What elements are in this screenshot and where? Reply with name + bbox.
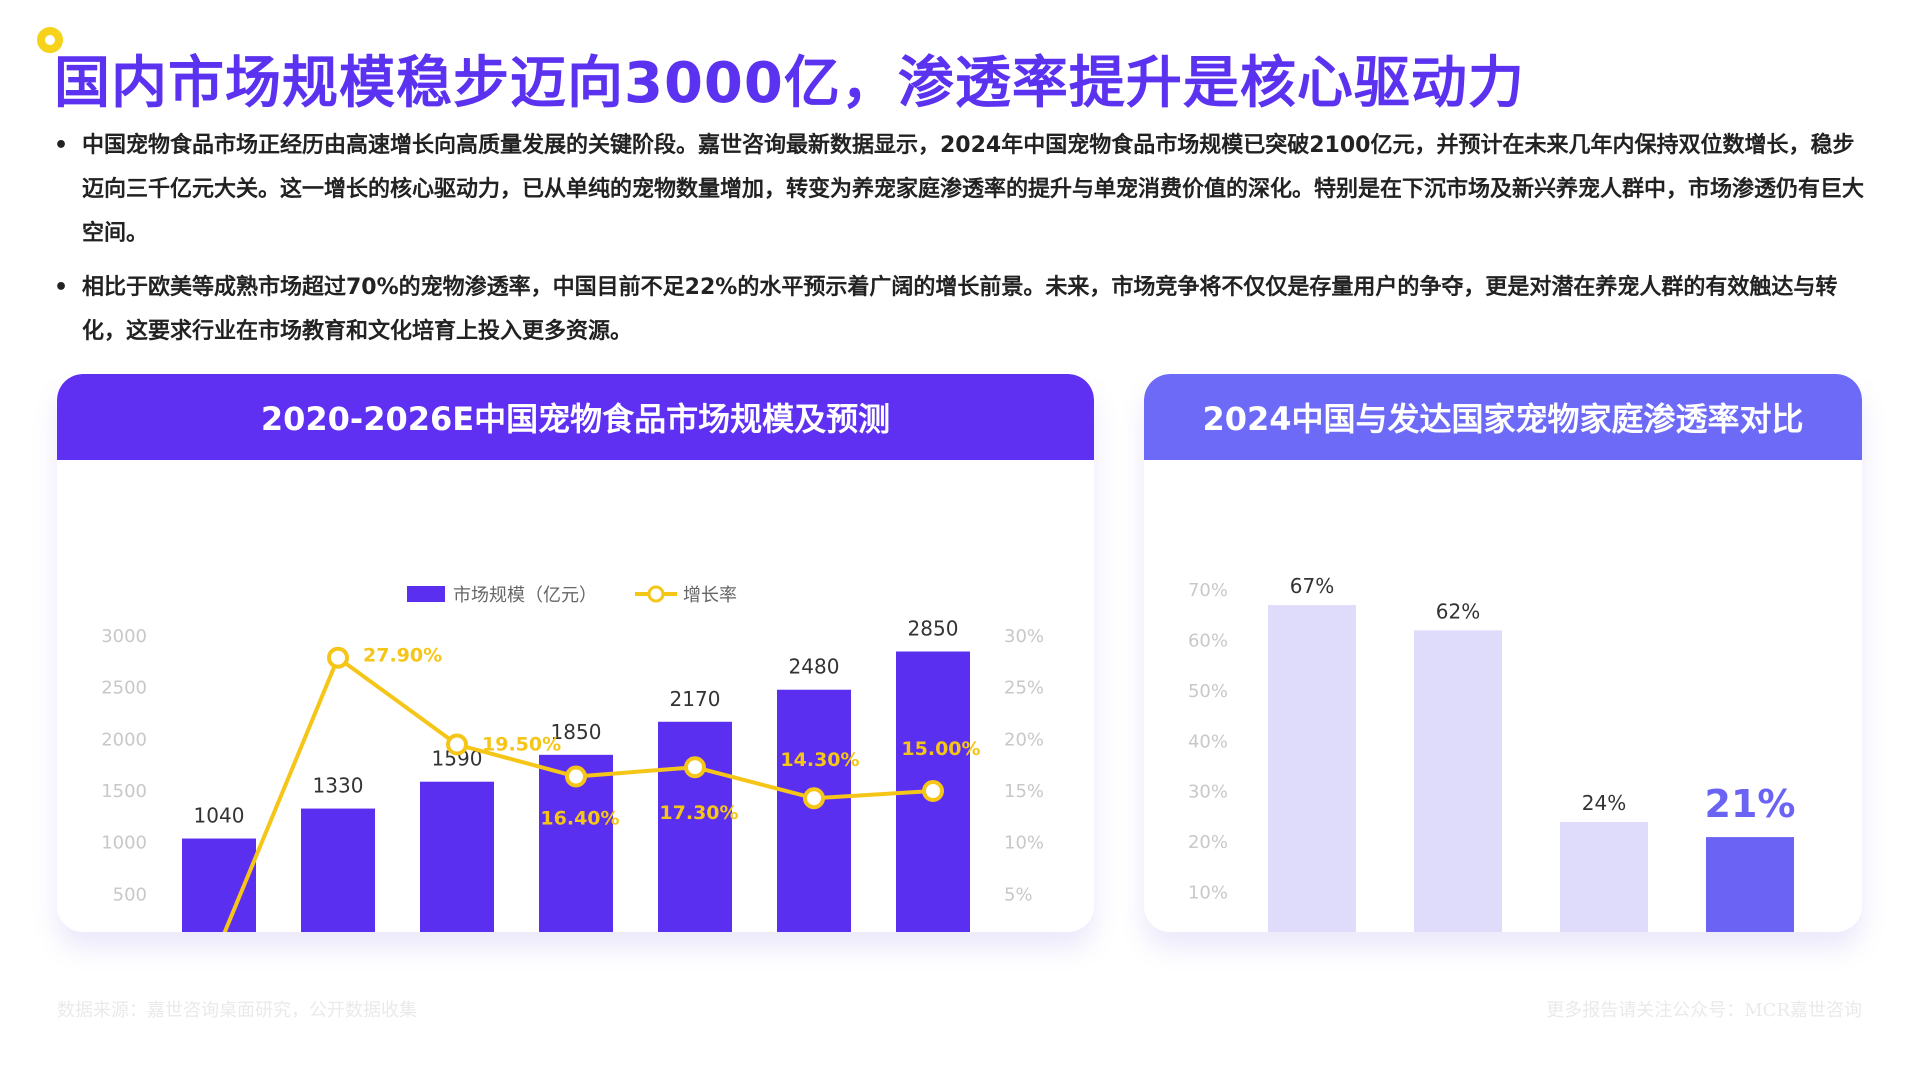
growth-rate-point (446, 733, 468, 756)
bar-value-label: 2170 (670, 687, 721, 711)
bar-market-size (301, 808, 375, 932)
left-axis-tick-label: 2500 (101, 678, 147, 699)
penetration-chart-title: 2024中国与发达国家宠物家庭渗透率对比 (1144, 374, 1862, 460)
bullet-symbol: • (54, 275, 69, 300)
growth-rate-point (565, 765, 587, 788)
penetration-bar (1268, 605, 1356, 932)
bar-value-label: 1330 (313, 774, 364, 798)
bar-market-size (420, 781, 494, 932)
penetration-bar (1414, 630, 1502, 932)
market-size-chart-card: 2020-2026E中国宠物食品市场规模及预测 0500100015002000… (57, 374, 1094, 932)
bullet-symbol: • (54, 133, 69, 158)
growth-rate-point (684, 756, 706, 779)
growth-rate-point (803, 787, 825, 810)
source-note: 数据来源：嘉世咨询桌面研究，公开数据收集 (57, 1000, 417, 1021)
legend-bar-label: 市场规模（亿元） (453, 585, 597, 606)
penetration-value-label: 21% (1705, 782, 1796, 826)
legend-line-label: 增长率 (683, 585, 737, 606)
penetration-bar (1706, 837, 1794, 932)
growth-rate-label: 15.00% (901, 738, 980, 760)
left-axis-tick-label: 3000 (101, 626, 147, 647)
footer-credit: 更多报告请关注公众号：MCR嘉世咨询 (1546, 1000, 1862, 1021)
y-axis-tick-label: 10% (1188, 883, 1228, 904)
growth-rate-label: 19.50% (482, 734, 561, 756)
market-size-chart: 0500100015002000250030000%5%10%15%20%25%… (101, 585, 1044, 932)
right-axis-tick-label: 15% (1004, 781, 1044, 802)
bar-value-label: 2850 (908, 617, 959, 641)
bar-value-label: 1040 (194, 804, 245, 828)
bullet-text: 相比于欧美等成熟市场超过70%的宠物渗透率，中国目前不足22%的水平预示着广阔的… (82, 275, 1838, 344)
legend-bar-swatch (407, 586, 445, 602)
bullet-list: • 中国宠物食品市场正经历由高速增长向高质量发展的关键阶段。嘉世咨询最新数据显示… (54, 124, 1864, 364)
right-axis-tick-label: 20% (1004, 729, 1044, 750)
y-axis-tick-label: 40% (1188, 731, 1228, 752)
growth-rate-point (922, 780, 944, 802)
bar-market-size (777, 689, 851, 932)
growth-rate-label: 14.30% (780, 749, 859, 771)
y-axis-tick-label: 70% (1188, 580, 1228, 601)
left-axis-tick-label: 2000 (101, 729, 147, 750)
left-axis-tick-label: 1500 (101, 781, 147, 802)
right-axis-tick-label: 25% (1004, 678, 1044, 699)
y-axis-tick-label: 50% (1188, 681, 1228, 702)
penetration-bar (1560, 821, 1648, 932)
market-size-chart-title: 2020-2026E中国宠物食品市场规模及预测 (57, 374, 1094, 460)
penetration-chart: 0%10%20%30%40%50%60%70%67%美国62%英国24%日本21… (1188, 574, 1796, 932)
growth-rate-point (327, 646, 349, 669)
title-decoration-icon (37, 27, 63, 53)
y-axis-tick-label: 60% (1188, 630, 1228, 651)
right-axis-tick-label: 30% (1004, 626, 1044, 647)
penetration-value-label: 67% (1290, 574, 1334, 598)
growth-rate-label: 27.90% (363, 645, 442, 667)
bar-market-size (658, 721, 732, 932)
bullet-text: 中国宠物食品市场正经历由高速增长向高质量发展的关键阶段。嘉世咨询最新数据显示，2… (82, 133, 1865, 246)
left-axis-tick-label: 1000 (101, 833, 147, 854)
left-axis-tick-label: 500 (113, 884, 147, 905)
penetration-chart-card: 2024中国与发达国家宠物家庭渗透率对比 0%10%20%30%40%50%60… (1144, 374, 1862, 932)
y-axis-tick-label: 30% (1188, 782, 1228, 803)
bullet-item: • 相比于欧美等成熟市场超过70%的宠物渗透率，中国目前不足22%的水平预示着广… (54, 266, 1864, 354)
right-axis-tick-label: 5% (1004, 884, 1033, 905)
penetration-value-label: 62% (1436, 599, 1480, 623)
legend-line-marker (647, 585, 665, 603)
bullet-item: • 中国宠物食品市场正经历由高速增长向高质量发展的关键阶段。嘉世咨询最新数据显示… (54, 124, 1864, 256)
growth-rate-label: 16.40% (540, 808, 619, 830)
right-axis-tick-label: 10% (1004, 833, 1044, 854)
penetration-value-label: 24% (1582, 791, 1626, 815)
bar-value-label: 1850 (551, 720, 602, 744)
bar-value-label: 2480 (789, 655, 840, 679)
page-title: 国内市场规模稳步迈向3000亿，渗透率提升是核心驱动力 (54, 51, 1525, 116)
growth-rate-label: 17.30% (659, 802, 738, 824)
y-axis-tick-label: 20% (1188, 832, 1228, 853)
